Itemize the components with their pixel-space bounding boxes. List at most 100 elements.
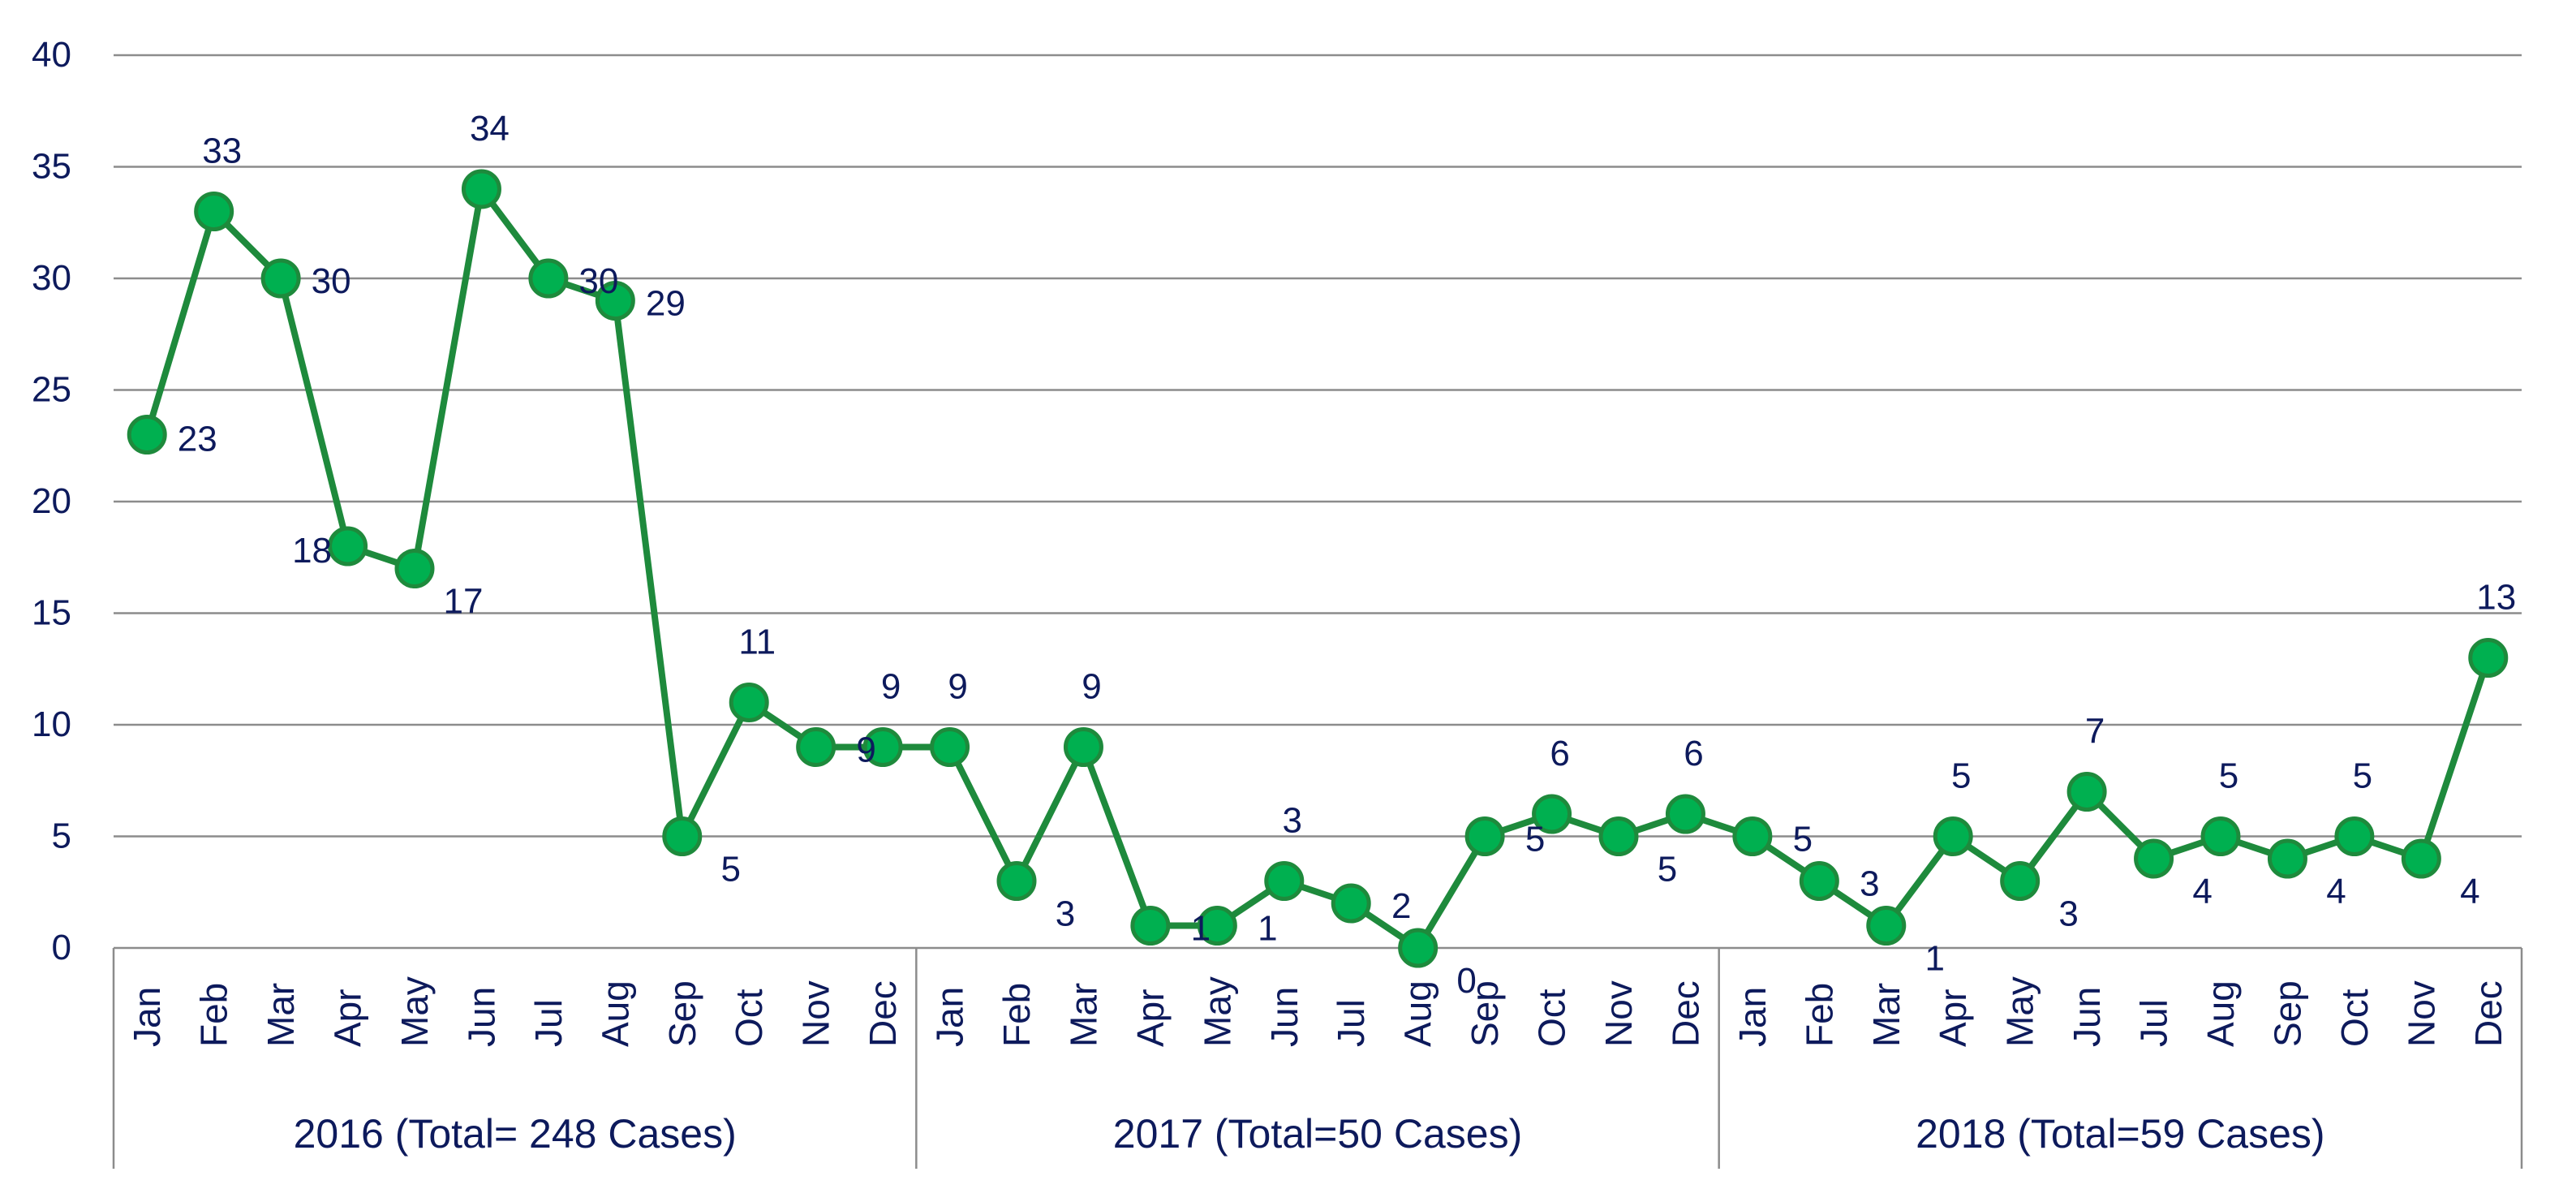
- data-label: 7: [2085, 712, 2105, 752]
- x-tick-label: Jan: [1731, 987, 1774, 1047]
- data-label: 4: [2326, 872, 2346, 911]
- data-point: [1464, 816, 1505, 856]
- x-tick-label: Apr: [327, 989, 369, 1047]
- y-tick-label: 15: [32, 593, 71, 633]
- data-label: 9: [856, 730, 875, 770]
- x-tick-label: Mar: [1062, 983, 1104, 1047]
- data-point: [1331, 883, 1371, 924]
- data-point: [1197, 906, 1237, 946]
- x-tick-label: Oct: [2333, 989, 2376, 1047]
- data-point: [595, 281, 635, 321]
- data-point: [2334, 816, 2375, 856]
- data-label: 9: [881, 667, 901, 707]
- data-point: [2066, 772, 2107, 812]
- data-label: 34: [470, 109, 510, 149]
- x-tick-label: Jul: [527, 999, 570, 1047]
- data-label: 30: [578, 261, 618, 301]
- data-point: [662, 816, 703, 856]
- data-point: [528, 258, 569, 299]
- data-point: [862, 727, 903, 767]
- data-label: 11: [738, 623, 776, 662]
- x-tick-label: Oct: [728, 989, 770, 1047]
- data-label: 4: [2192, 872, 2212, 911]
- data-label: 30: [312, 261, 351, 301]
- data-point: [1130, 906, 1171, 946]
- data-label: 2: [1391, 886, 1411, 926]
- x-tick-label: May: [1999, 976, 2041, 1047]
- data-label: 5: [1793, 820, 1813, 859]
- data-point: [1799, 861, 1839, 901]
- data-label: 3: [1860, 864, 1879, 904]
- data-point: [127, 415, 167, 454]
- data-point: [394, 549, 435, 588]
- x-tick-label: Sep: [1464, 980, 1506, 1047]
- data-label: 9: [948, 667, 967, 707]
- data-label: 1: [1925, 939, 1945, 979]
- data-point: [796, 727, 836, 767]
- data-label: 6: [1684, 734, 1703, 773]
- data-point: [1398, 928, 1439, 968]
- x-tick-label: Dec: [862, 980, 904, 1047]
- data-label: 5: [721, 850, 741, 890]
- data-point: [1264, 861, 1305, 901]
- x-tick-label: Oct: [1531, 989, 1573, 1047]
- x-tick-label: Aug: [2200, 980, 2242, 1047]
- data-point: [2468, 638, 2509, 678]
- x-tick-label: Sep: [661, 980, 703, 1047]
- x-tick-label: Dec: [1664, 980, 1706, 1047]
- x-tick-label: Dec: [2467, 980, 2509, 1047]
- data-label: 18: [292, 531, 332, 571]
- data-point: [260, 258, 301, 299]
- data-label: 23: [178, 420, 217, 459]
- x-axis: Jan Feb Mar Apr May Jun Jul Aug Sep Oct Nov Dec 2016…: [112, 948, 2523, 1169]
- data-label: 5: [2353, 756, 2372, 796]
- y-tick-label: 20: [32, 481, 71, 521]
- data-label: 5: [2219, 756, 2238, 796]
- data-point: [729, 683, 769, 722]
- y-tick-label: 0: [52, 928, 71, 967]
- data-point: [1732, 816, 1773, 856]
- data-label: 3: [1056, 894, 1075, 934]
- data-point: [1598, 816, 1639, 856]
- x-tick-label: May: [393, 976, 436, 1047]
- data-point: [1532, 794, 1572, 834]
- data-label: 17: [444, 582, 484, 622]
- x-tick-label: Nov: [2400, 980, 2442, 1047]
- x-tick-label: Feb: [996, 983, 1038, 1047]
- data-point: [2134, 838, 2174, 879]
- x-tick-label: Jul: [1330, 999, 1372, 1047]
- y-tick-label: 5: [52, 816, 71, 856]
- data-label: 13: [2476, 578, 2516, 618]
- x-tick-label: Aug: [594, 980, 636, 1047]
- x-tick-label: Jun: [1263, 987, 1305, 1047]
- data-label: 1: [1258, 909, 1277, 949]
- x-tick-label: Mar: [1865, 983, 1907, 1047]
- data-point: [328, 526, 368, 566]
- data-point: [2200, 816, 2241, 856]
- data-label: 29: [646, 284, 686, 324]
- data-label: 0: [1456, 961, 1476, 1001]
- data-point: [2267, 838, 2307, 879]
- y-tick-label: 40: [32, 35, 71, 75]
- x-tick-label: Feb: [193, 983, 235, 1047]
- data-label: 1: [1191, 909, 1211, 949]
- x-tick-label: Jun: [2066, 987, 2108, 1047]
- x-tick-label: Jun: [460, 987, 502, 1047]
- x-tick-label: Jul: [2133, 999, 2175, 1047]
- data-label: 6: [1550, 734, 1569, 773]
- data-point: [1933, 816, 1973, 856]
- x-tick-label: Jan: [929, 987, 971, 1047]
- data-point: [930, 727, 970, 767]
- data-series: [144, 186, 2492, 951]
- x-tick-label: Apr: [1129, 989, 1172, 1047]
- x-tick-label: Apr: [1932, 989, 1974, 1047]
- data-point: [461, 169, 501, 209]
- data-label: 3: [1283, 801, 1302, 841]
- series-line: [144, 186, 2492, 951]
- x-tick-label: Mar: [260, 983, 302, 1047]
- y-tick-label: 35: [32, 147, 71, 187]
- data-label: 3: [2058, 894, 2078, 934]
- data-point: [1866, 906, 1907, 946]
